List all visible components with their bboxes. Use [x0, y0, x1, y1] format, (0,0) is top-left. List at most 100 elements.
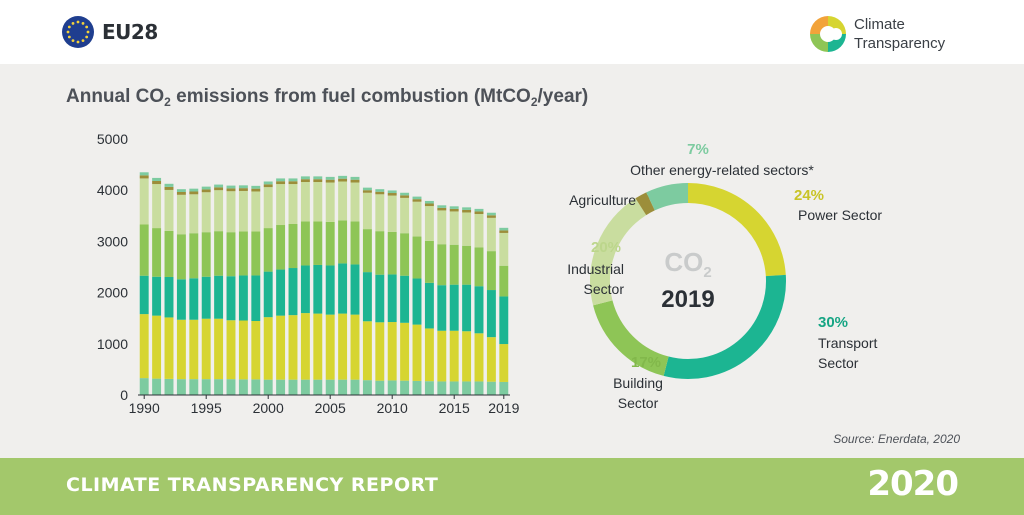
- bar-segment-industrial: [238, 190, 248, 232]
- bar-segment-power: [387, 322, 397, 381]
- flag-star: [76, 40, 80, 44]
- bar-segment-industrial: [263, 187, 273, 229]
- bar-segment-power: [176, 319, 186, 380]
- region-name: EU28: [102, 20, 158, 44]
- bar-segment-building: [251, 231, 261, 276]
- bar-segment-transport: [251, 275, 261, 322]
- bar-segment-other: [499, 227, 509, 231]
- bar-segment-industrial: [338, 181, 348, 221]
- bar-segment-building: [437, 244, 447, 286]
- bar-segment-other: [238, 185, 248, 189]
- bar-segment-agriculture: [362, 190, 372, 193]
- bar-segment-other: [462, 207, 472, 210]
- bar-segment-other: [288, 178, 298, 182]
- bar-segment-power: [437, 330, 447, 382]
- donut-pct-label: 17%: [631, 354, 661, 371]
- bar-segment-industrial: [400, 197, 410, 234]
- bar-segment-transport: [238, 275, 248, 321]
- bar-segment-other: [176, 189, 186, 192]
- bar-segment-building: [226, 232, 236, 277]
- bar-segment-other: [325, 379, 335, 395]
- bar-segment-industrial: [313, 182, 323, 222]
- bar-segment-agriculture: [424, 203, 434, 207]
- bar-segment-industrial: [152, 184, 162, 229]
- bar-segment-other: [276, 178, 286, 182]
- bar-segment-power: [288, 315, 298, 380]
- bar-segment-power: [424, 328, 434, 382]
- bar-segment-transport: [499, 296, 509, 345]
- donut-sector-label: Power Sector: [798, 207, 882, 223]
- bar-segment-transport: [152, 276, 162, 316]
- bar-segment-building: [214, 231, 224, 276]
- bar-segment-power: [214, 318, 224, 380]
- bar-segment-building: [474, 247, 484, 287]
- bar-segment-agriculture: [251, 188, 261, 192]
- bar-segment-power: [350, 314, 360, 380]
- bar-segment-power: [189, 319, 199, 380]
- bar-segment-power: [412, 324, 422, 381]
- bar-segment-building: [350, 221, 360, 265]
- bar-segment-other: [437, 205, 447, 208]
- donut-pct-label: 7%: [687, 141, 709, 158]
- bar-segment-other: [263, 379, 273, 395]
- bar-segment-transport: [424, 282, 434, 329]
- bar-segment-agriculture: [288, 181, 298, 185]
- donut-slice-transport: [663, 274, 786, 379]
- donut-sector-label: Agriculture: [569, 192, 636, 208]
- donut-sector-label: Sector: [818, 355, 859, 371]
- bar-segment-industrial: [276, 184, 286, 226]
- donut-center-year: 2019: [661, 286, 714, 313]
- bar-segment-agriculture: [486, 215, 496, 218]
- bar-segment-industrial: [350, 182, 360, 222]
- bar-segment-building: [462, 245, 472, 285]
- sector-donut-chart: 24% Power Sector 30% Transport Sector 17% Buil…: [567, 141, 882, 411]
- bar-segment-industrial: [288, 184, 298, 224]
- bar-segment-building: [313, 221, 323, 265]
- bar-segment-agriculture: [276, 181, 286, 185]
- bar-segment-power: [462, 331, 472, 382]
- bar-segment-building: [201, 232, 211, 277]
- donut-pct-label: 24%: [794, 187, 824, 204]
- bar-segment-other: [201, 379, 211, 395]
- bar-segment-power: [238, 320, 248, 380]
- bar-segment-transport: [263, 271, 273, 318]
- y-tick-label: 0: [120, 387, 128, 403]
- bar-segment-other: [152, 378, 162, 395]
- bar-segment-power: [486, 337, 496, 382]
- bar-segment-other: [350, 379, 360, 395]
- bar-segment-power: [300, 313, 310, 380]
- logo-line-2: Transparency: [854, 35, 946, 52]
- bar-segment-building: [400, 233, 410, 276]
- bar-segment-transport: [189, 278, 199, 320]
- bar-segment-other: [387, 190, 397, 194]
- bar-segment-building: [486, 251, 496, 291]
- donut-sector-label: Industrial: [567, 261, 624, 277]
- flag-star: [71, 39, 75, 43]
- bar-segment-transport: [362, 272, 372, 322]
- donut-slice-industrial: [590, 198, 647, 306]
- bar-segment-other: [424, 381, 434, 395]
- logo-mark-icon: [810, 16, 846, 52]
- bar-segment-other: [437, 381, 447, 395]
- y-tick-label: 2000: [97, 285, 128, 301]
- footer-bar: CLIMATE TRANSPARENCY REPORT 2020: [0, 458, 1024, 515]
- bar-segment-other: [412, 380, 422, 395]
- bar-segment-industrial: [251, 191, 261, 232]
- bar-segment-building: [412, 236, 422, 279]
- bar-segment-industrial: [486, 217, 496, 252]
- bar-segment-agriculture: [263, 184, 273, 188]
- bar-segment-other: [375, 380, 385, 395]
- chart-title: Annual CO2 emissions from fuel combustio…: [66, 86, 589, 109]
- flag-star: [85, 25, 89, 29]
- bar-segment-agriculture: [462, 209, 472, 213]
- bar-segment-power: [338, 313, 348, 380]
- bar-segment-other: [424, 200, 434, 204]
- donut-sector-label: Sector: [584, 281, 625, 297]
- bar-segment-power: [164, 317, 174, 379]
- bar-segment-power: [276, 315, 286, 380]
- bar-segment-agriculture: [325, 179, 335, 183]
- bar-segment-other: [499, 381, 509, 395]
- bar-segment-transport: [214, 275, 224, 319]
- bar-segment-other: [214, 184, 224, 188]
- bar-segment-building: [449, 244, 459, 285]
